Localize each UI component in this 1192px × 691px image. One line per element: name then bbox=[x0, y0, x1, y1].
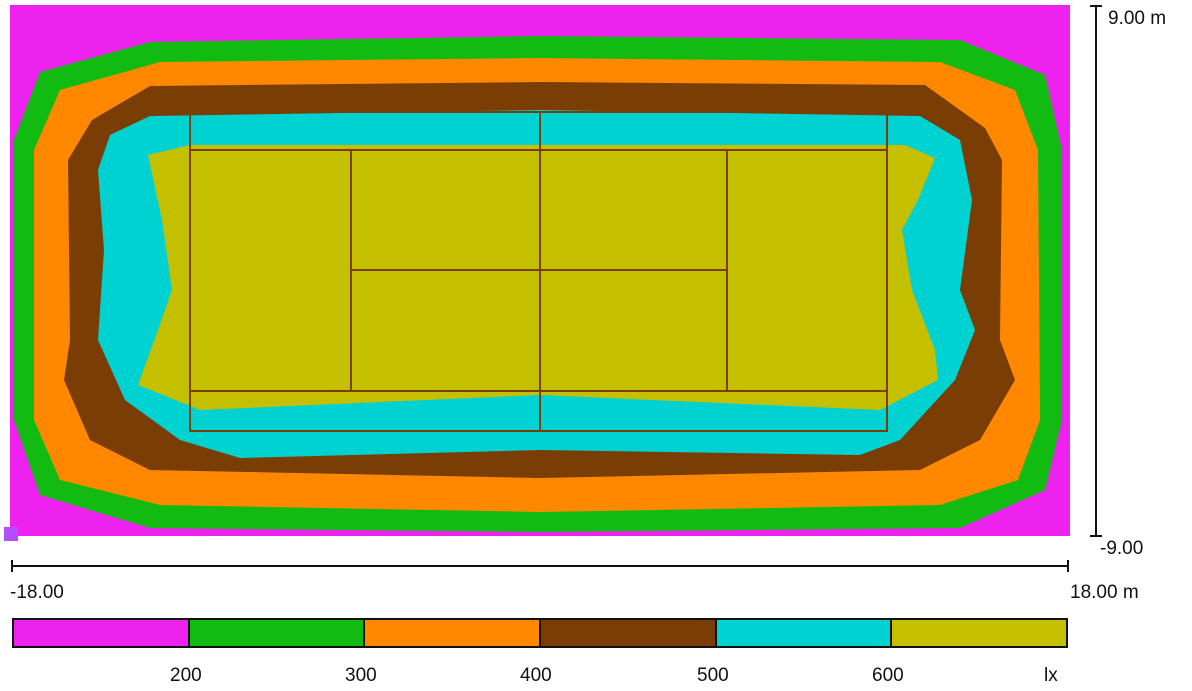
legend-threshold-label: 400 bbox=[520, 665, 552, 686]
x-axis-max-label: 18.00 m bbox=[1070, 582, 1139, 603]
legend-swatch bbox=[716, 620, 893, 646]
legend-threshold-label: 600 bbox=[872, 665, 904, 686]
legend-swatch bbox=[14, 620, 190, 646]
origin-marker bbox=[4, 527, 18, 541]
legend-swatch bbox=[189, 620, 366, 646]
zone-above-600 bbox=[138, 145, 938, 410]
x-axis-min-label: -18.00 bbox=[10, 582, 64, 603]
court-outline bbox=[189, 111, 888, 432]
y-axis-max-label: 9.00 m bbox=[1108, 8, 1167, 29]
y-axis bbox=[1090, 5, 1102, 537]
court-lines bbox=[189, 111, 888, 432]
legend-threshold-label: 300 bbox=[345, 665, 377, 686]
legend-swatch bbox=[541, 620, 717, 646]
legend-swatch bbox=[892, 620, 1067, 646]
x-axis bbox=[11, 560, 1069, 572]
legend-threshold-label: 500 bbox=[697, 665, 729, 686]
legend-swatch bbox=[365, 620, 542, 646]
y-axis-min-label: -9.00 bbox=[1100, 538, 1144, 559]
legend-threshold-label: 200 bbox=[170, 665, 202, 686]
legend-unit-label: lx bbox=[1044, 665, 1058, 686]
color-legend bbox=[12, 618, 1068, 648]
